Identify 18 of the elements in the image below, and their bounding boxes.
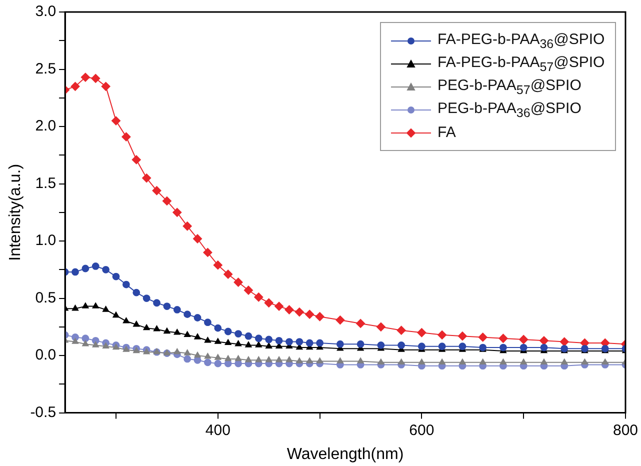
y-tick-label: 1.0	[35, 232, 56, 250]
legend-label: FA	[437, 124, 456, 141]
y-tick-label: 0.0	[35, 346, 56, 364]
y-tick-label: 1.5	[35, 174, 56, 192]
x-axis-title: Wavelength(nm)	[286, 446, 404, 463]
y-tick-label: 2.0	[35, 118, 56, 135]
x-tick-label: 600	[409, 422, 434, 439]
legend-label: FA-PEG-b-PAA$_{36}$@SPIO	[437, 30, 605, 50]
y-tick-label: 2.5	[35, 60, 56, 78]
legend-label: FA-PEG-b-PAA$_{57}$@SPIO	[437, 54, 605, 74]
x-tick-label: 800	[612, 422, 638, 439]
legend-label: PEG-b-PAA$_{57}$@SPIO	[437, 76, 582, 96]
y-tick-label: 3.0	[35, 3, 56, 20]
y-tick-label: -0.5	[30, 404, 56, 421]
y-tick-label: 0.5	[35, 289, 56, 306]
legend-label: PEG-b-PAA$_{36}$@SPIO	[437, 100, 582, 120]
y-axis-title: Intensity(a.u.)	[7, 164, 24, 261]
x-tick-label: 400	[205, 422, 230, 439]
